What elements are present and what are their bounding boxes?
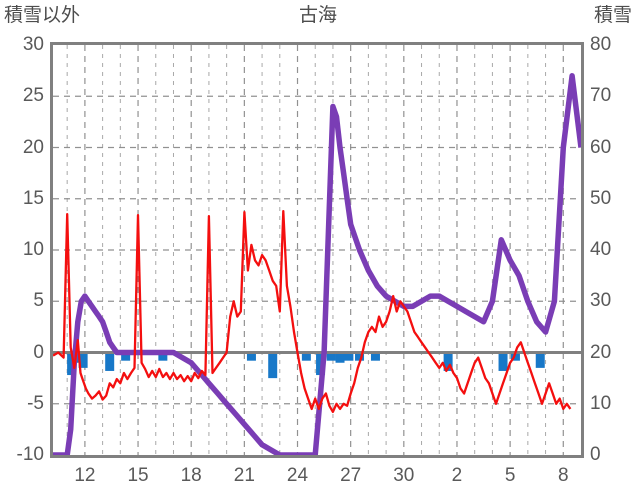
- y-axis-right-tick: 0: [590, 444, 601, 465]
- precipitation-bar: [498, 352, 508, 371]
- y-axis-right: 80 70 60 50 40 30 20 10 0: [590, 0, 636, 501]
- x-axis-tick: 15: [127, 465, 149, 486]
- plot-area: [50, 42, 584, 458]
- page-title: 古海: [298, 5, 337, 26]
- plot-canvas: [53, 45, 581, 455]
- right-axis-title: 積雪: [593, 5, 632, 26]
- x-axis-tick: 8: [557, 465, 569, 486]
- x-axis-tick: 18: [180, 465, 202, 486]
- x-axis-tick: 5: [504, 465, 516, 486]
- precipitation-bar: [73, 352, 83, 363]
- y-axis-right-tick: 60: [590, 136, 612, 158]
- x-axis-tick: 12: [74, 465, 96, 486]
- x-axis-tick: 21: [233, 465, 255, 486]
- y-axis-right-tick: 20: [590, 341, 612, 363]
- precipitation-bar: [121, 352, 131, 361]
- y-axis-left-tick: -10: [16, 444, 44, 465]
- precipitation-bar: [158, 352, 168, 361]
- precipitation-bar: [246, 352, 256, 361]
- chart-svg: [53, 45, 581, 455]
- precipitation-bar: [443, 352, 453, 371]
- left-axis-title: 積雪以外: [4, 5, 81, 26]
- y-axis-left-tick: 5: [33, 290, 44, 312]
- precipitation-bar: [105, 352, 115, 371]
- precipitation-bar: [510, 352, 520, 361]
- x-axis-tick: 24: [286, 465, 309, 486]
- temperature-line: [53, 209, 572, 414]
- snow-depth-line: [53, 73, 581, 455]
- y-axis-left-tick: 25: [22, 85, 44, 107]
- precipitation-bar: [78, 352, 88, 368]
- y-axis-left: 30 25 20 15 10 5 0 -5 -10: [0, 0, 44, 501]
- x-axis-tick: 30: [393, 465, 415, 486]
- precipitation-bar: [370, 352, 380, 361]
- x-axis-tick: 2: [451, 465, 463, 486]
- y-axis-left-tick: -5: [27, 392, 44, 414]
- plot-frame: [50, 42, 584, 458]
- precipitation-bar: [301, 352, 311, 361]
- precipitation-bar: [335, 352, 345, 363]
- y-axis-left-tick: 10: [22, 239, 44, 260]
- y-axis-left-tick: 30: [22, 34, 44, 55]
- x-axis: 12 15 18 21 24 27 30 2 5 8: [0, 466, 636, 496]
- y-axis-right-tick: 50: [590, 187, 612, 209]
- y-axis-right-tick: 30: [590, 290, 612, 312]
- x-axis-tick: 27: [340, 465, 362, 486]
- y-axis-right-tick: 80: [590, 34, 612, 55]
- precipitation-bar: [355, 352, 365, 361]
- y-axis-left-tick: 20: [22, 136, 44, 158]
- precipitation-bar: [344, 352, 354, 361]
- y-axis-left-tick: 15: [22, 187, 44, 209]
- precipitation-bar: [268, 352, 278, 379]
- precipitation-bar: [535, 352, 545, 368]
- y-axis-right-tick: 70: [590, 85, 612, 107]
- y-axis-right-tick: 10: [590, 392, 612, 414]
- precipitation-bar: [326, 352, 336, 361]
- y-axis-left-tick: 0: [33, 341, 44, 363]
- y-axis-right-tick: 40: [590, 239, 612, 260]
